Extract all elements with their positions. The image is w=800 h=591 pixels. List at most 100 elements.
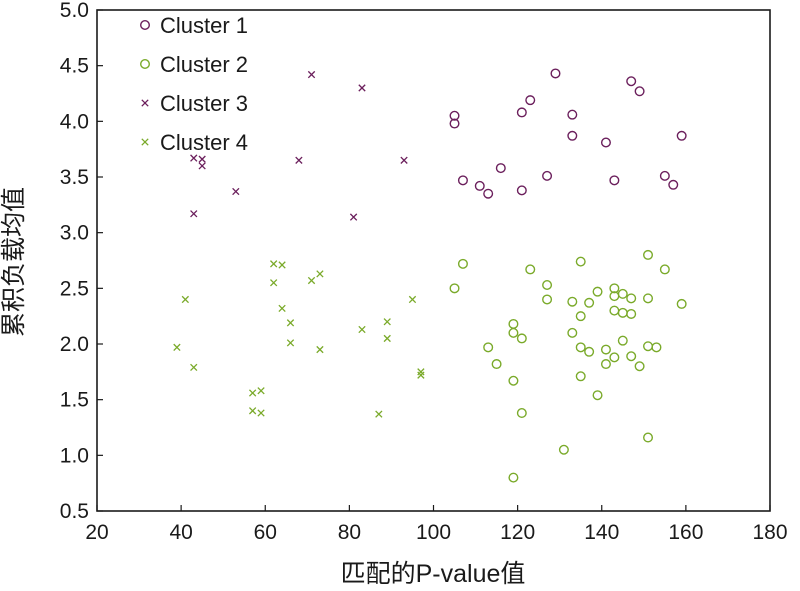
cluster-1-point	[609, 175, 620, 186]
cluster-4-point	[278, 261, 286, 269]
plot-area	[96, 9, 771, 512]
cluster-4-point	[417, 371, 425, 379]
cluster-4-point	[417, 368, 425, 376]
cluster-4-point	[248, 407, 257, 415]
cluster-2-point	[609, 352, 620, 363]
y-tick-label: 3.0	[60, 222, 89, 245]
cluster-2-point	[609, 283, 620, 294]
cluster-4-point	[278, 304, 286, 313]
cluster-2-point	[600, 359, 611, 370]
legend-label-3: Cluster 3	[160, 91, 248, 116]
cluster-2-point	[567, 327, 578, 338]
cluster-4-point	[257, 409, 265, 417]
x-tick-label: 140	[584, 521, 619, 544]
y-tick-label: 4.0	[60, 110, 89, 133]
cluster-2-point	[567, 296, 578, 307]
cluster-2-point	[508, 327, 519, 338]
y-tick-label: 0.5	[60, 500, 89, 523]
cluster-4-point	[181, 295, 189, 304]
cluster-1-point	[525, 95, 536, 106]
cluster-2-point	[676, 298, 687, 309]
cluster-1-point	[626, 76, 637, 87]
cluster-4-point	[270, 260, 278, 268]
cluster-1-point	[634, 86, 645, 97]
y-tick-label: 2.5	[60, 277, 89, 300]
cluster-3-point	[190, 210, 198, 218]
legend-marker-1	[139, 20, 150, 31]
cluster-2-point	[483, 342, 494, 353]
cluster-4-point	[307, 276, 316, 285]
cluster-2-point	[592, 286, 603, 297]
cluster-3-point	[190, 154, 198, 162]
cluster-2-point	[542, 294, 553, 305]
cluster-1-point	[483, 188, 494, 199]
cluster-2-point	[584, 346, 595, 357]
y-tick-label: 4.5	[60, 55, 89, 78]
cluster-4-point	[316, 270, 324, 278]
y-tick-label: 5.0	[60, 0, 89, 22]
cluster-1-point	[474, 180, 485, 191]
cluster-4-point	[286, 339, 295, 347]
cluster-1-point	[495, 163, 506, 174]
cluster-1-point	[668, 179, 679, 190]
x-tick-label: 80	[338, 521, 361, 544]
cluster-3-point	[358, 84, 366, 92]
cluster-2-point	[626, 293, 637, 304]
cluster-3-point	[295, 156, 303, 164]
cluster-2-point	[575, 256, 586, 267]
legend: Cluster 1 Cluster 2 Cluster 3 Cluster 4	[139, 13, 248, 155]
cluster-3-point	[198, 162, 206, 170]
cluster-2-point	[643, 249, 654, 260]
cluster-1-point	[516, 107, 527, 118]
cluster-2-point	[626, 351, 637, 362]
cluster-2-point	[634, 361, 645, 372]
legend-marker-3	[141, 99, 149, 107]
cluster-1-point	[449, 110, 460, 121]
x-tick-label: 60	[254, 521, 277, 544]
cluster-2-point	[516, 333, 527, 344]
cluster-4-point	[173, 343, 181, 351]
cluster-1-point	[449, 118, 460, 129]
cluster-4-point	[358, 325, 366, 334]
cluster-2-point	[491, 359, 502, 370]
cluster-3-point	[232, 187, 240, 196]
cluster-2-point	[525, 264, 536, 275]
y-tick-label: 2.0	[60, 333, 89, 356]
cluster-2-point	[575, 311, 586, 322]
cluster-2-point	[508, 375, 519, 386]
cluster-2-point	[643, 432, 654, 443]
cluster-4-point	[383, 318, 391, 326]
x-tick-label: 40	[169, 521, 192, 544]
cluster-2-point	[592, 390, 603, 401]
cluster-3-point	[198, 155, 206, 163]
cluster-2-point	[449, 283, 460, 294]
cluster-4-point	[190, 363, 198, 372]
cluster-1-point	[600, 137, 611, 148]
cluster-1-point	[457, 175, 468, 186]
cluster-2-point	[600, 344, 611, 355]
cluster-3-point	[307, 70, 316, 79]
cluster-2-point	[575, 342, 586, 353]
legend-label-2: Cluster 2	[160, 52, 248, 77]
x-tick-label: 20	[85, 521, 108, 544]
cluster-1-point	[567, 109, 578, 120]
axis-ticks: 20 40 60 80 100 120 140 160 180 0.5 1.0 1.5 2.0 2.5 3.…	[60, 0, 788, 544]
cluster-1-point	[567, 130, 578, 141]
legend-marker-2	[139, 59, 150, 70]
cluster-2-point	[457, 258, 468, 269]
y-tick-label: 1.0	[60, 444, 89, 467]
cluster-3-point	[400, 156, 408, 164]
legend-label-1: Cluster 1	[160, 13, 248, 38]
cluster-2-point	[542, 279, 553, 290]
cluster-4-point	[286, 319, 295, 327]
cluster-2-point	[659, 264, 670, 275]
y-tick-label: 3.5	[60, 166, 89, 189]
y-axis-label: 累积负载均值	[0, 187, 28, 337]
x-axis-label: 匹配的P-value值	[341, 560, 526, 588]
cluster-2-point	[651, 342, 662, 353]
cluster-2-point	[617, 288, 628, 299]
cluster-4-point	[383, 334, 391, 343]
cluster-1-point	[542, 170, 553, 181]
x-tick-label: 100	[416, 521, 451, 544]
cluster-4-point	[316, 345, 324, 354]
